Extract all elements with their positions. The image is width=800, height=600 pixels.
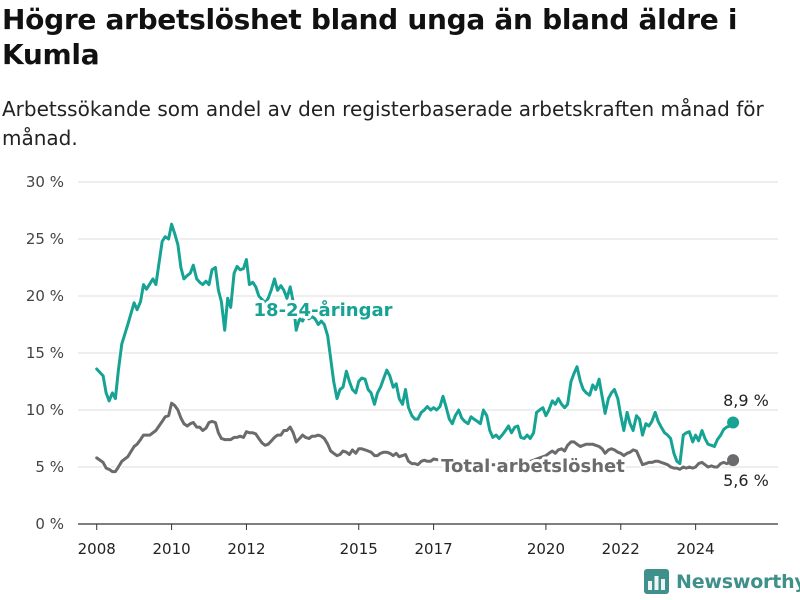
y-tick-label: 10 % — [26, 401, 64, 419]
series-label-halo: Total arbetslöshet — [441, 456, 625, 477]
x-tick-label: 2020 — [527, 540, 565, 558]
bar-chart-logo-icon — [644, 569, 669, 594]
x-tick-label: 2024 — [677, 540, 715, 558]
chart-subtitle: Arbetssökande som andel av den registerb… — [2, 97, 764, 150]
end-value-label-total: 5,6 % — [723, 471, 769, 490]
series-halo-youth — [93, 221, 737, 467]
axes: 0 % 5 % 10 % 15 % 20 % 25 % 30 % 2008 2010 2012 20… — [26, 173, 778, 558]
x-tick-label: 2012 — [227, 540, 265, 558]
chart-title: Högre arbetslöshet bland unga än bland ä… — [2, 3, 738, 71]
end-point-youth — [727, 416, 740, 429]
y-tick-label: 15 % — [26, 344, 64, 362]
brand-name: Newsworthy — [676, 570, 800, 593]
series-label-youth: 18-24-åringar — [254, 299, 393, 321]
x-tick-label: 2010 — [152, 540, 190, 558]
y-tick-label: 25 % — [26, 230, 64, 248]
series-label-total: Total arbetslöshet — [441, 456, 625, 477]
series-line-total — [95, 401, 735, 474]
series-lines — [93, 221, 737, 475]
x-tick-label: 2022 — [602, 540, 640, 558]
x-tick-label: 2015 — [340, 540, 378, 558]
x-tick-label: 2008 — [78, 540, 116, 558]
y-tick-label: 5 % — [35, 458, 64, 476]
end-point-total — [727, 454, 740, 467]
series-label-halo: 18-24-åringar — [254, 299, 393, 321]
series-line-youth — [95, 222, 735, 466]
newsworthy-logo[interactable]: Newsworthy — [644, 569, 800, 594]
x-tick-label: 2017 — [415, 540, 453, 558]
y-tick-label: 30 % — [26, 173, 64, 191]
y-tick-label: 20 % — [26, 287, 64, 305]
end-value-label-youth: 8,9 % — [723, 391, 769, 410]
y-tick-label: 0 % — [35, 515, 64, 533]
